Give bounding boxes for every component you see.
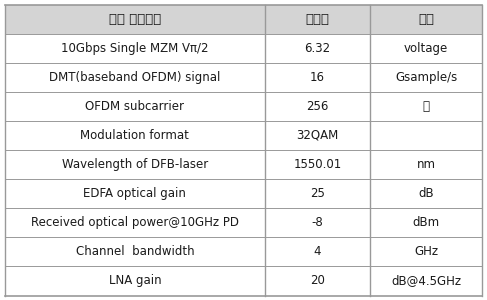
Bar: [5, 179, 265, 208]
Text: 실험 파라미터: 실험 파라미터: [109, 13, 161, 26]
Bar: [370, 208, 482, 237]
Text: nm: nm: [416, 158, 435, 171]
Text: 개: 개: [423, 100, 430, 113]
Bar: [265, 266, 370, 296]
Bar: [265, 92, 370, 121]
Text: voltage: voltage: [404, 42, 448, 55]
Bar: [265, 121, 370, 150]
Bar: [265, 4, 370, 34]
Text: dB@4.5GHz: dB@4.5GHz: [391, 274, 461, 287]
Bar: [370, 63, 482, 92]
Bar: [265, 208, 370, 237]
Text: 20: 20: [310, 274, 325, 287]
Text: -8: -8: [312, 216, 323, 229]
Text: 10Gbps Single MZM Vπ/2: 10Gbps Single MZM Vπ/2: [61, 42, 208, 55]
Bar: [5, 237, 265, 266]
Text: 16: 16: [310, 71, 325, 84]
Text: DMT(baseband OFDM) signal: DMT(baseband OFDM) signal: [49, 71, 221, 84]
Text: EDFA optical gain: EDFA optical gain: [83, 187, 187, 200]
Bar: [5, 266, 265, 296]
Text: 1550.01: 1550.01: [293, 158, 341, 171]
Bar: [5, 92, 265, 121]
Text: GHz: GHz: [414, 245, 438, 258]
Bar: [370, 121, 482, 150]
Text: 25: 25: [310, 187, 325, 200]
Bar: [370, 237, 482, 266]
Text: Gsample/s: Gsample/s: [395, 71, 457, 84]
Bar: [370, 4, 482, 34]
Bar: [5, 121, 265, 150]
Bar: [265, 150, 370, 179]
Bar: [5, 34, 265, 63]
Text: LNA gain: LNA gain: [109, 274, 161, 287]
Text: Wavelength of DFB-laser: Wavelength of DFB-laser: [62, 158, 208, 171]
Text: Channel  bandwidth: Channel bandwidth: [75, 245, 194, 258]
Text: dB: dB: [418, 187, 434, 200]
Bar: [265, 237, 370, 266]
Bar: [370, 150, 482, 179]
Bar: [5, 63, 265, 92]
Text: Modulation format: Modulation format: [80, 129, 189, 142]
Bar: [265, 63, 370, 92]
Bar: [5, 150, 265, 179]
Text: 4: 4: [314, 245, 321, 258]
Bar: [5, 208, 265, 237]
Text: 단위: 단위: [418, 13, 434, 26]
Text: OFDM subcarrier: OFDM subcarrier: [85, 100, 185, 113]
Text: 설정값: 설정값: [305, 13, 330, 26]
Bar: [265, 34, 370, 63]
Text: dBm: dBm: [412, 216, 440, 229]
Bar: [265, 179, 370, 208]
Text: Received optical power@10GHz PD: Received optical power@10GHz PD: [31, 216, 239, 229]
Text: 6.32: 6.32: [304, 42, 331, 55]
Bar: [370, 266, 482, 296]
Bar: [370, 179, 482, 208]
Bar: [370, 92, 482, 121]
Text: 256: 256: [306, 100, 329, 113]
Bar: [5, 4, 265, 34]
Text: 32QAM: 32QAM: [297, 129, 338, 142]
Bar: [370, 34, 482, 63]
